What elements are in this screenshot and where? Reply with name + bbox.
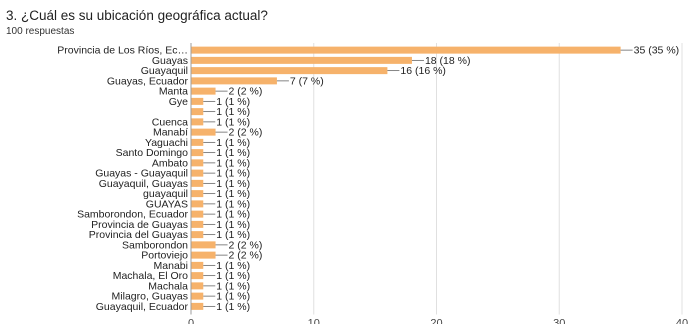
bar [191, 159, 204, 167]
data-label: 1 (1 %) [216, 280, 250, 292]
data-label: 1 (1 %) [216, 147, 250, 159]
bar [191, 200, 204, 208]
data-label: 2 (2 %) [229, 239, 263, 251]
bar [191, 128, 216, 136]
data-label: 1 (1 %) [216, 106, 250, 118]
bar [191, 67, 388, 75]
data-label: 2 (2 %) [229, 86, 263, 98]
bar [191, 190, 204, 198]
bar [191, 302, 204, 310]
bar [191, 210, 204, 218]
category-label: Guayas - Guayaquil [95, 168, 188, 180]
data-label: 1 (1 %) [216, 301, 250, 313]
bar [191, 220, 204, 228]
category-label: Guayas, Ecuador [107, 75, 189, 87]
data-label: 1 (1 %) [216, 157, 250, 169]
category-label: Manta [159, 86, 188, 98]
category-label: Samborondon [122, 239, 188, 251]
bar [191, 149, 204, 157]
category-label: guayaquil [143, 188, 188, 200]
category-label: Gye [169, 96, 188, 108]
bar [191, 241, 216, 249]
category-label: Guayaquil, Guayas [99, 178, 188, 190]
bar [191, 46, 621, 54]
data-label: 1 (1 %) [216, 178, 250, 190]
data-label: 1 (1 %) [216, 198, 250, 210]
category-label: Yaguachi [145, 137, 188, 149]
bar [191, 77, 277, 85]
x-tick-label: 0 [188, 318, 194, 324]
category-label: Machala [148, 280, 188, 292]
data-label: 1 (1 %) [216, 219, 250, 231]
x-tick-label: 30 [553, 318, 565, 324]
data-label: 1 (1 %) [216, 96, 250, 108]
data-label: 7 (7 %) [290, 75, 324, 87]
category-label: Provincia de Guayas [91, 219, 188, 231]
bar [191, 118, 204, 126]
data-label: 1 (1 %) [216, 116, 250, 128]
category-label: Manabi [154, 260, 188, 272]
bar [191, 261, 204, 269]
data-label: 1 (1 %) [216, 260, 250, 272]
bar [191, 138, 204, 146]
category-label: Guayaquil, Ecuador [96, 301, 189, 313]
bar [191, 231, 204, 239]
category-label: Manabí [153, 127, 188, 139]
data-label: 1 (1 %) [216, 229, 250, 241]
response-count: 100 respuestas [6, 26, 75, 37]
x-tick-label: 20 [430, 318, 442, 324]
bar [191, 56, 412, 64]
bar [191, 179, 204, 187]
category-label: Provincia del Guayas [89, 229, 188, 241]
data-label: 16 (16 %) [400, 65, 446, 77]
chart-title: 3. ¿Cuál es su ubicación geográfica actu… [6, 8, 268, 23]
data-label: 1 (1 %) [216, 137, 250, 149]
data-label: 2 (2 %) [229, 127, 263, 139]
category-label: Provincia de Los Ríos, Ec… [57, 45, 188, 57]
category-label: Ambato [152, 157, 188, 169]
bar [191, 108, 204, 116]
bar [191, 282, 204, 290]
data-label: 1 (1 %) [216, 209, 250, 221]
data-label: 1 (1 %) [216, 188, 250, 200]
data-label: 35 (35 %) [634, 45, 680, 57]
category-label: Machala, El Oro [113, 270, 188, 282]
bar [191, 272, 204, 280]
bar [191, 292, 204, 300]
category-label: Portoviejo [141, 250, 188, 262]
data-label: 1 (1 %) [216, 270, 250, 282]
x-tick-label: 40 [676, 318, 688, 324]
x-tick-label: 10 [308, 318, 320, 324]
category-label: GUAYAS [146, 198, 188, 210]
category-label: Samborondon, Ecuador [77, 209, 188, 221]
bar [191, 251, 216, 259]
data-label: 1 (1 %) [216, 168, 250, 180]
category-label: Santo Domingo [116, 147, 189, 159]
category-label: Guayaquil [141, 65, 188, 77]
bar [191, 169, 204, 177]
category-label: Milagro, Guayas [112, 291, 188, 303]
category-label: Cuenca [152, 116, 188, 128]
data-label: 18 (18 %) [425, 55, 471, 67]
category-label: Guayas [152, 55, 188, 67]
data-label: 1 (1 %) [216, 291, 250, 303]
bar [191, 97, 204, 105]
data-label: 2 (2 %) [229, 250, 263, 262]
bar [191, 87, 216, 95]
